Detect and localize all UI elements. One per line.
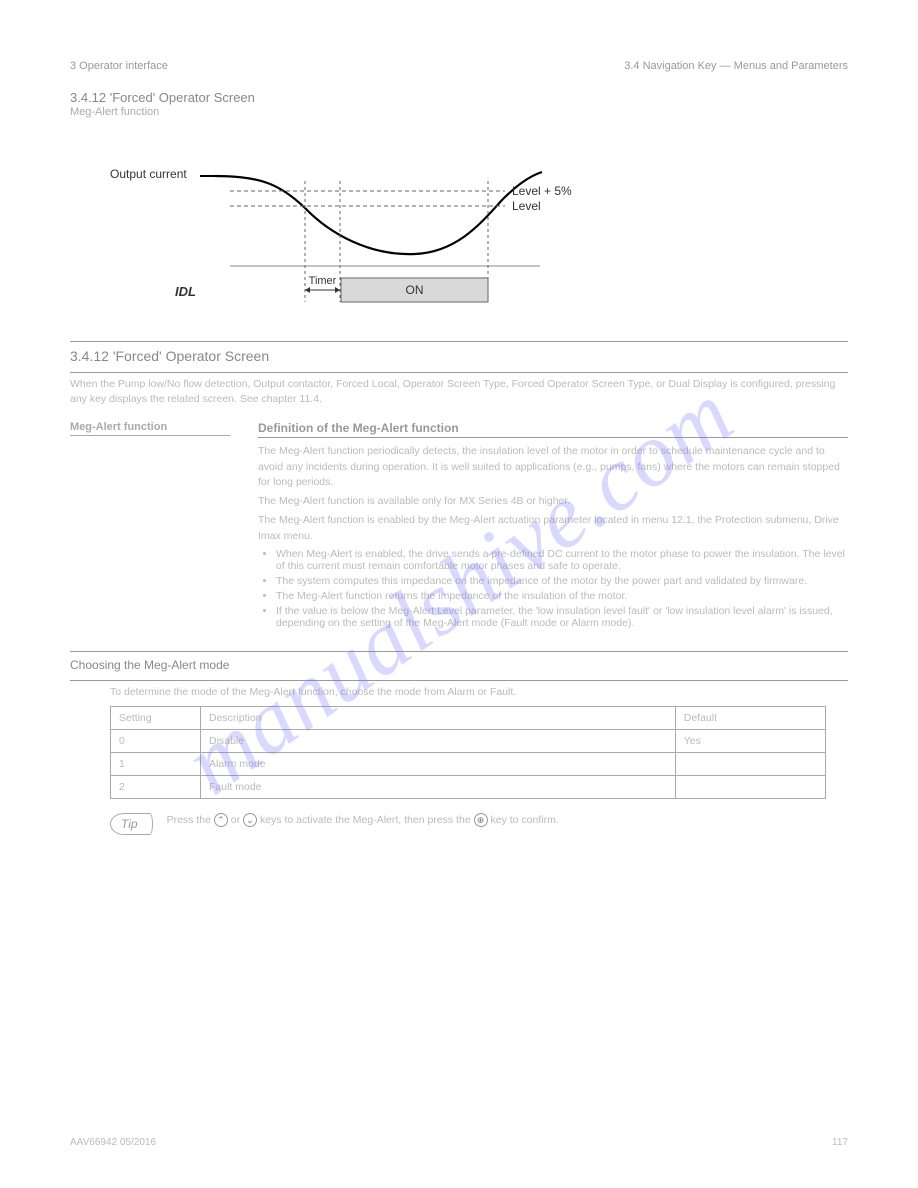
td: Fault mode bbox=[201, 775, 676, 798]
megalert-label: Meg-Alert function bbox=[70, 421, 230, 436]
megalert-para3: The Meg-Alert function is enabled by the… bbox=[258, 513, 848, 543]
timer-arrow-right bbox=[335, 287, 340, 293]
current-curve bbox=[215, 172, 542, 254]
th-desc: Description bbox=[201, 706, 676, 729]
table-row: 2 Fault mode bbox=[111, 775, 826, 798]
td: 1 bbox=[111, 752, 201, 775]
page-footer: AAV66942 05/2016 117 bbox=[70, 1137, 848, 1148]
page-content: 3 Operator interface 3.4 Navigation Key … bbox=[0, 0, 918, 895]
timer-arrow-left bbox=[305, 287, 310, 293]
table-row: 1 Alarm mode bbox=[111, 752, 826, 775]
td: 0 bbox=[111, 729, 201, 752]
footer-left: AAV66942 05/2016 bbox=[70, 1137, 156, 1148]
td bbox=[675, 752, 825, 775]
section1-text: When the Pump low/No flow detection, Out… bbox=[70, 377, 848, 407]
enter-key-icon: ⊕ bbox=[474, 813, 488, 827]
page-header: 3 Operator interface 3.4 Navigation Key … bbox=[70, 60, 848, 72]
mode-text: To determine the mode of the Meg-Alert f… bbox=[110, 685, 848, 700]
td: Yes bbox=[675, 729, 825, 752]
idl-diagram: Output current Level + 5% Level Timer ON bbox=[110, 146, 848, 331]
th-default: Default bbox=[675, 706, 825, 729]
section1-title: 3.4.12 'Forced' Operator Screen bbox=[70, 342, 848, 368]
title-main: 3.4.12 'Forced' Operator Screen bbox=[70, 90, 848, 105]
down-key-icon: ⌄ bbox=[243, 813, 257, 827]
tip-badge: Tip bbox=[110, 813, 153, 835]
th-setting: Setting bbox=[111, 706, 201, 729]
mode-table: Setting Description Default 0 Disable Ye… bbox=[110, 706, 826, 799]
td: Alarm mode bbox=[201, 752, 676, 775]
level5-label: Level + 5% bbox=[512, 184, 572, 198]
table-row: 0 Disable Yes bbox=[111, 729, 826, 752]
footer-right: 117 bbox=[832, 1137, 848, 1148]
title-sub: Meg-Alert function bbox=[70, 106, 848, 118]
title-bar: 3.4.12 'Forced' Operator Screen Meg-Aler… bbox=[70, 90, 848, 118]
rule-2 bbox=[70, 372, 848, 373]
megalert-row: Meg-Alert function Definition of the Meg… bbox=[70, 421, 848, 632]
level-label: Level bbox=[512, 199, 541, 213]
td: Disable bbox=[201, 729, 676, 752]
header-left: 3 Operator interface bbox=[70, 60, 168, 72]
list-item: If the value is below the Meg-Alert Leve… bbox=[276, 605, 848, 629]
list-item: The system computes this impedance on th… bbox=[276, 575, 848, 587]
megalert-list: When Meg-Alert is enabled, the drive sen… bbox=[258, 548, 848, 629]
tip-text: Press the ⌃ or ⌄ keys to activate the Me… bbox=[167, 813, 559, 828]
megalert-para1: The Meg-Alert function periodically dete… bbox=[258, 444, 848, 490]
list-item: The Meg-Alert function returns the imped… bbox=[276, 590, 848, 602]
megalert-cell: Definition of the Meg-Alert function The… bbox=[258, 421, 848, 632]
idl-label: IDL bbox=[175, 284, 196, 299]
on-label: ON bbox=[406, 283, 424, 297]
up-key-icon: ⌃ bbox=[214, 813, 228, 827]
tip-a: Press the bbox=[167, 814, 214, 826]
header-right: 3.4 Navigation Key — Menus and Parameter… bbox=[624, 60, 848, 72]
rule-4 bbox=[70, 680, 848, 681]
td: 2 bbox=[111, 775, 201, 798]
table-row: Setting Description Default bbox=[111, 706, 826, 729]
tip-row: Tip Press the ⌃ or ⌄ keys to activate th… bbox=[110, 813, 848, 835]
megalert-subhead: Definition of the Meg-Alert function bbox=[258, 421, 848, 438]
megalert-para2: The Meg-Alert function is available only… bbox=[258, 494, 848, 509]
output-current-label: Output current bbox=[110, 167, 187, 181]
tip-d: key to confirm. bbox=[491, 814, 559, 826]
mode-title: Choosing the Meg-Alert mode bbox=[70, 652, 848, 676]
tip-c: keys to activate the Meg-Alert, then pre… bbox=[260, 814, 474, 826]
td bbox=[675, 775, 825, 798]
tip-b: or bbox=[231, 814, 243, 826]
timer-label: Timer bbox=[309, 275, 337, 287]
list-item: When Meg-Alert is enabled, the drive sen… bbox=[276, 548, 848, 572]
diagram-svg: Output current Level + 5% Level Timer ON bbox=[110, 146, 610, 326]
